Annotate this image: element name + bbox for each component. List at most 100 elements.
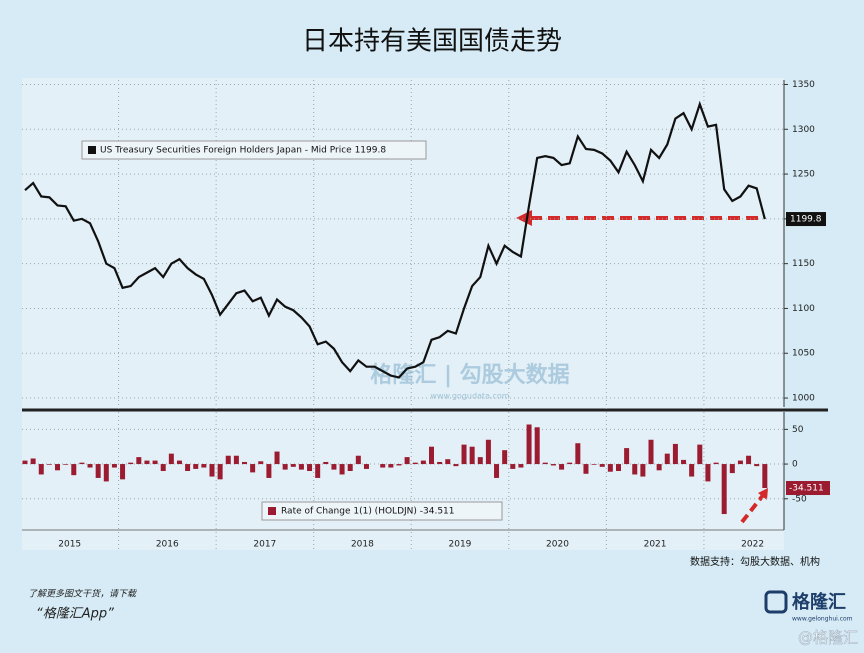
bar [615,464,621,471]
watermark: 格隆汇 | 勾股大数据 [370,362,569,388]
bar [71,464,77,476]
bar [111,464,117,468]
bar [559,464,565,470]
bar [729,464,735,474]
annotation-arrow [740,492,766,524]
bar [689,464,695,477]
bar [388,464,394,468]
bar [274,451,280,465]
last-value-box [786,212,826,227]
bar [396,464,402,466]
bar [250,464,256,473]
bar [420,460,426,465]
promo: 了解更多图文干货，请下载 [28,589,137,600]
x-tick-label: 2016 [156,540,179,550]
bar [754,464,760,467]
bar [575,443,581,465]
x-tick-label: 2021 [644,540,667,550]
bar [307,464,313,471]
y-tick-label: 1050 [792,349,815,359]
logo-url: www.gelonghui.com [792,616,853,623]
bar [697,444,703,465]
bar [542,462,548,465]
bar [209,464,215,477]
bar [242,461,248,465]
x-tick-label: 2017 [253,540,276,550]
source: 数据支持：勾股大数据、机构 [690,555,820,568]
bar [534,427,540,465]
bar [290,464,296,467]
bar [746,455,752,465]
legend-box [81,140,427,160]
bar [567,462,573,465]
bar [591,464,597,465]
bar [412,462,418,465]
y-tick-label: 50 [792,425,804,435]
bar [22,460,28,465]
bar [404,457,410,465]
logo: 格隆汇 [792,591,846,613]
bar [176,460,182,465]
bar [144,460,150,465]
bar [136,457,142,465]
bar [217,464,223,480]
promo-app: “格隆汇App” [36,607,114,622]
bar [355,455,361,465]
bar [445,459,451,465]
bar [477,457,483,465]
x-tick-label: 2020 [546,540,569,550]
legend-label: US Treasury Securities Foreign Holders J… [100,146,386,156]
legend-label: Rate of Change 1(1) (HOLDJN) -34.511 [281,507,455,517]
bar [485,439,491,465]
bar [681,459,687,465]
bar [494,464,500,478]
bar [120,464,126,480]
bar [648,439,654,465]
bar [193,464,199,469]
x-tick-label: 2015 [58,540,81,550]
legend-swatch [88,146,96,154]
bar [632,464,638,475]
bar [363,464,369,469]
bar [128,462,134,465]
last-value-label: 1199.8 [790,215,822,225]
bar [721,464,727,515]
watermark-url: www.gogudata.com [430,392,509,401]
y-tick-label: -50 [792,494,807,504]
bar [737,460,743,465]
bar [87,464,93,468]
bar [315,464,321,478]
bar [95,464,101,478]
bar [429,446,434,465]
y-tick-label: 0 [792,460,798,470]
bar [640,464,646,477]
bar [160,464,166,471]
bar [331,464,337,470]
bar [55,464,61,471]
bar [526,424,532,465]
bar [201,464,207,468]
x-tick-label: 2019 [449,540,472,550]
legend-swatch [268,507,276,515]
bar [185,464,191,471]
bar [258,461,264,465]
bar [103,464,109,482]
x-tick-label: 2022 [741,540,764,550]
bar [624,448,630,465]
handle: @格隆汇 [798,629,858,647]
last-value-label: -34.511 [789,484,824,494]
bar [510,464,516,469]
bar [672,443,678,465]
bar [46,464,52,465]
annotation-arrowhead [758,488,768,500]
bar [453,464,459,467]
y-tick-label: 1000 [792,394,815,404]
bar [502,450,508,465]
bar [380,464,386,468]
bar [469,446,475,465]
bar [461,444,467,465]
bar [79,462,85,465]
bar [550,464,556,466]
